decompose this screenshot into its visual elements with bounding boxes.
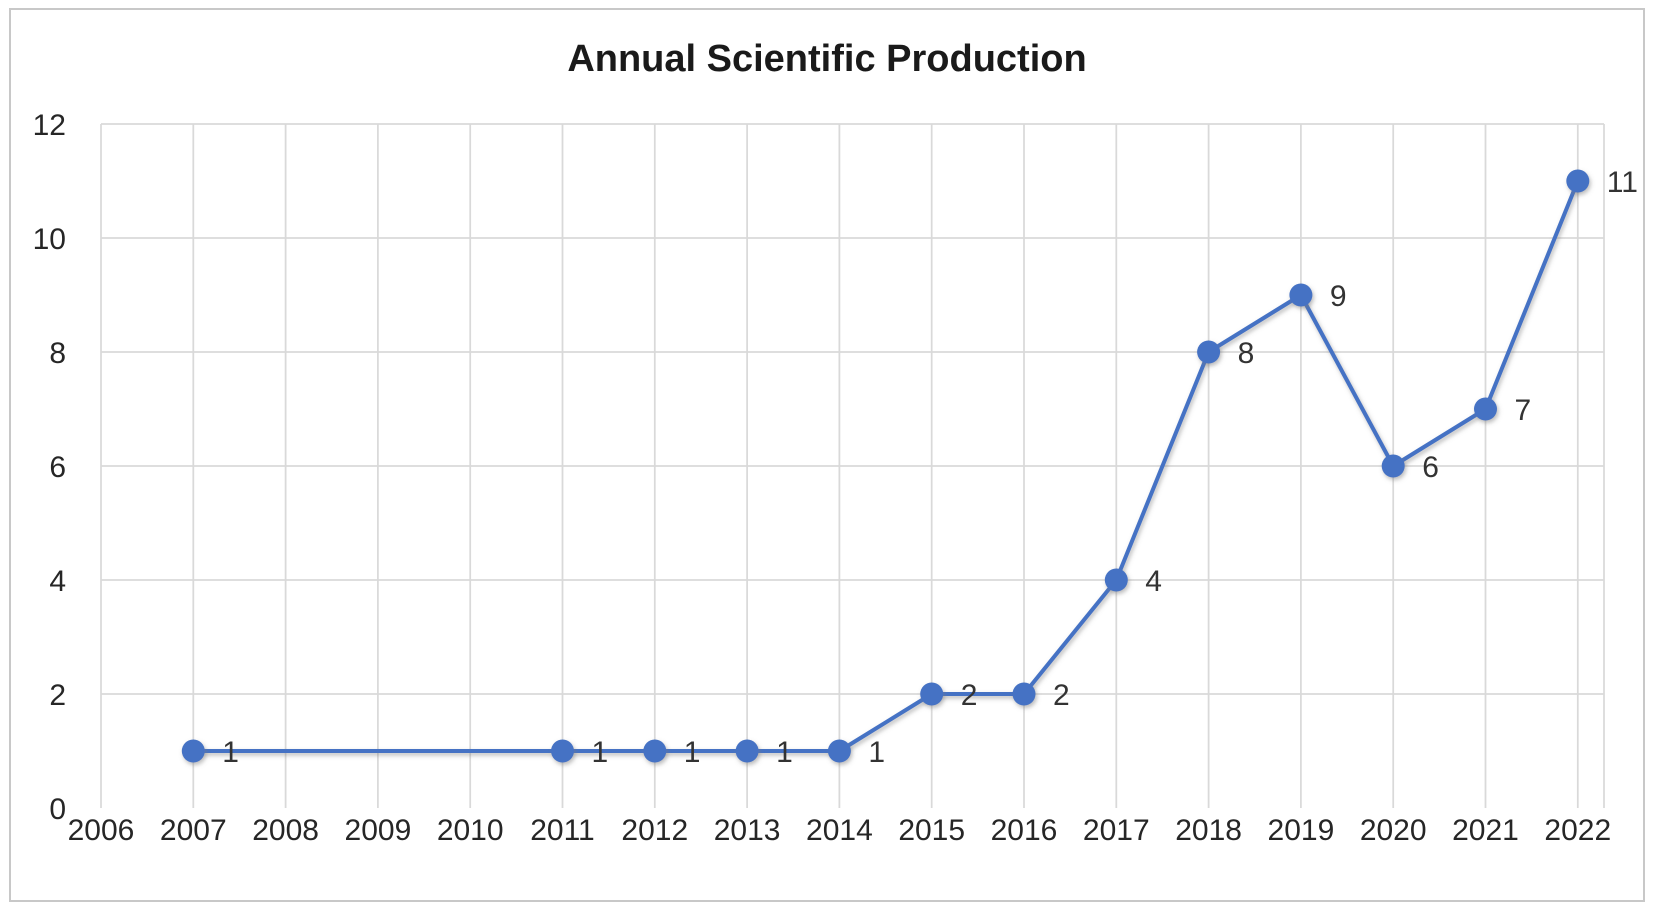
x-axis-tick-labels: 2006 2007 2008 2009 2010 2011 2012 2013 2014 2015… — [68, 814, 1612, 847]
x-axis-tick-label: 2015 — [898, 814, 965, 847]
data-point-label: 9 — [1330, 280, 1347, 313]
x-axis-tick-label: 2008 — [252, 814, 319, 847]
data-point-label: 2 — [961, 679, 978, 712]
data-point-marker — [1566, 169, 1590, 193]
data-point-marker — [1381, 454, 1405, 478]
data-point-marker — [551, 739, 574, 763]
x-axis-tick-label: 2010 — [437, 814, 504, 847]
x-axis-tick-label: 2011 — [530, 814, 595, 847]
y-axis-tick-label: 2 — [49, 679, 66, 712]
chart-title: Annual Scientific Production — [567, 38, 1086, 80]
y-axis-tick-label: 8 — [49, 337, 66, 370]
data-point-label: 1 — [868, 736, 885, 769]
data-point-marker — [920, 682, 944, 706]
y-axis-tick-label: 0 — [49, 793, 66, 826]
y-axis-tick-label: 12 — [33, 109, 66, 142]
x-axis-tick-label: 2022 — [1544, 814, 1611, 847]
data-point-marker — [827, 739, 851, 763]
x-axis-tick-label: 2021 — [1452, 814, 1519, 847]
data-point-label: 4 — [1145, 565, 1162, 598]
data-point-label: 6 — [1422, 451, 1439, 484]
x-axis-tick-label: 2007 — [160, 814, 227, 847]
data-point-label: 8 — [1238, 337, 1255, 370]
data-point-label: 11 — [1607, 166, 1638, 199]
y-axis-tick-label: 10 — [33, 223, 66, 256]
data-point-label: 7 — [1515, 394, 1532, 427]
y-axis-tick-labels: 0 2 4 6 8 10 12 — [33, 109, 66, 826]
x-axis-tick-label: 2013 — [714, 814, 781, 847]
data-point-marker — [643, 739, 667, 763]
y-axis-tick-label: 6 — [49, 451, 66, 484]
x-axis-tick-label: 2017 — [1083, 814, 1150, 847]
x-axis-tick-label: 2012 — [621, 814, 688, 847]
data-series — [181, 169, 1590, 763]
y-axis-tick-label: 4 — [49, 565, 66, 598]
data-point-marker — [735, 739, 759, 763]
data-point-label: 1 — [776, 736, 793, 769]
data-point-marker — [181, 739, 205, 763]
data-point-marker — [1197, 340, 1221, 364]
data-point-marker — [1289, 283, 1313, 307]
data-point-label: 1 — [222, 736, 239, 769]
data-point-label: 2 — [1053, 679, 1070, 712]
x-axis-tick-label: 2016 — [991, 814, 1058, 847]
data-point-marker — [1104, 568, 1128, 592]
data-point-label: 1 — [592, 736, 609, 769]
data-point-marker — [1474, 397, 1497, 421]
x-axis-tick-label: 2019 — [1268, 814, 1335, 847]
data-point-marker — [1012, 682, 1036, 706]
x-axis-tick-label: 2020 — [1360, 814, 1427, 847]
x-axis-tick-label: 2018 — [1175, 814, 1242, 847]
x-axis-tick-label: 2009 — [345, 814, 412, 847]
data-point-label: 1 — [684, 736, 701, 769]
gridlines — [100, 123, 1605, 808]
x-axis-tick-label: 2014 — [806, 814, 873, 847]
x-axis-tick-label: 2006 — [68, 814, 135, 847]
